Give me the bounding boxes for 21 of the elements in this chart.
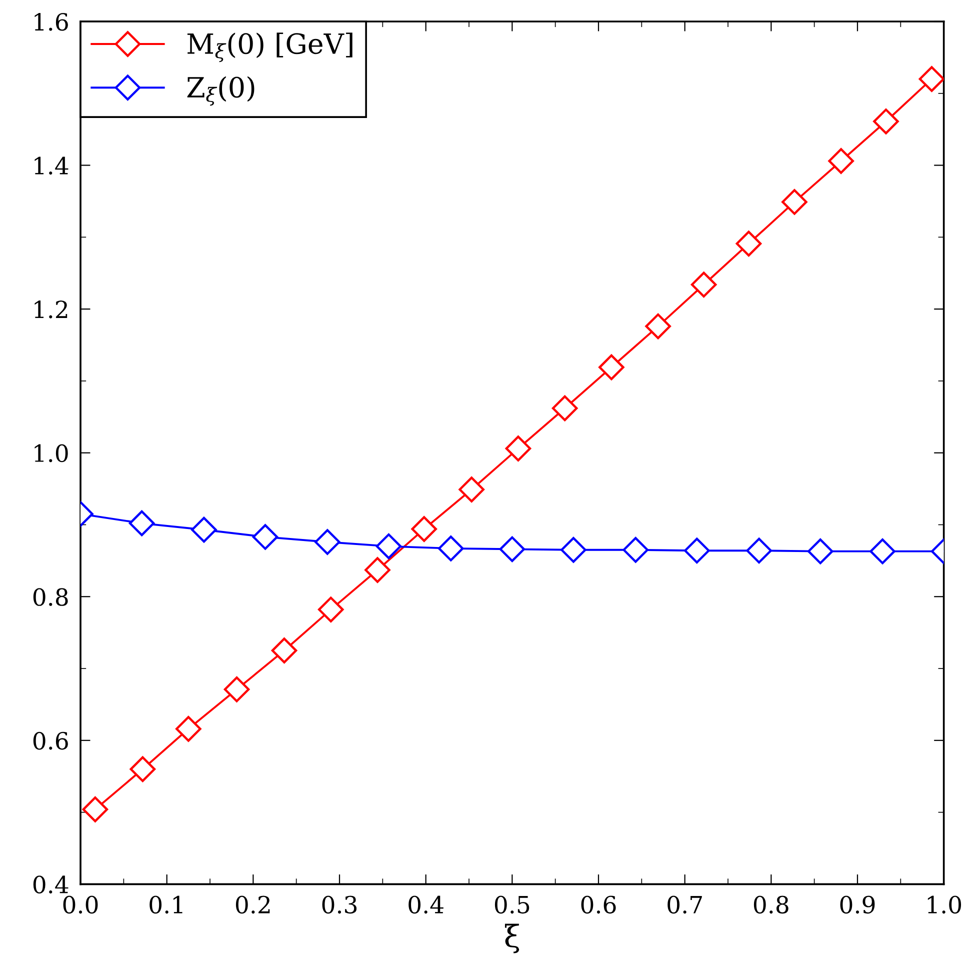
- y-tick-label: 1.6: [34, 12, 68, 31]
- x-tick-label: 0.1: [150, 896, 182, 914]
- x-tick-label: 0.4: [408, 896, 444, 914]
- x-tick-label: 0.6: [581, 896, 616, 914]
- x-tick-label: 0.9: [840, 896, 875, 914]
- x-axis-title: ξ: [504, 924, 520, 954]
- legend-label: M$_{ξ}$(0) [GeV]: [187, 32, 352, 62]
- y-tick-label: 1.2: [34, 300, 68, 318]
- x-tick-label: 0.8: [754, 896, 788, 914]
- x-tick-label: 0.3: [322, 896, 357, 914]
- y-tick-label: 1.4: [34, 156, 68, 175]
- x-tick-label: 0.5: [494, 896, 530, 914]
- legend-label: Z$_{ξ}$(0): [187, 76, 254, 106]
- y-tick-label: 0.6: [33, 732, 68, 750]
- x-tick-label: 0.2: [236, 896, 270, 914]
- x-tick-label: 0.0: [63, 896, 98, 914]
- x-tick-label: 0.7: [668, 896, 702, 914]
- x-tick-label: 1.0: [928, 896, 962, 914]
- y-tick-label: 1.0: [34, 444, 68, 462]
- y-tick-label: 0.8: [33, 588, 68, 606]
- y-tick-label: 0.4: [33, 876, 68, 894]
